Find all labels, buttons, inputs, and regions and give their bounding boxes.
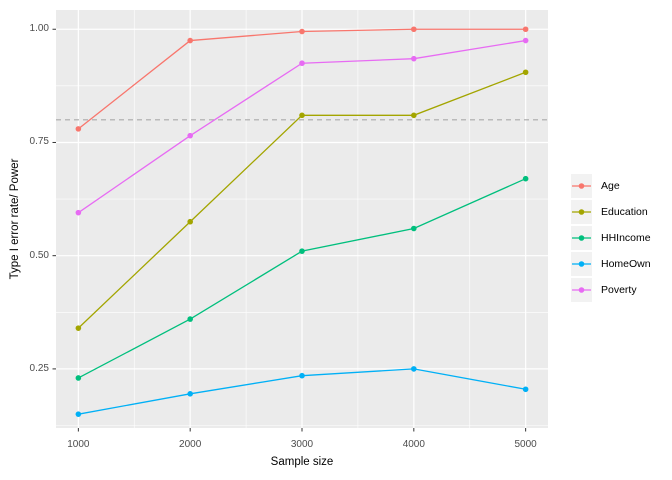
data-point-homeown — [411, 366, 417, 372]
data-point-age — [522, 26, 529, 33]
data-point-hhincome — [411, 225, 417, 232]
data-point-poverty — [522, 37, 529, 44]
x-tick-label-2000: 2000 — [179, 439, 202, 450]
data-point-homeown — [522, 386, 529, 393]
data-point-age — [75, 126, 82, 132]
legend-label: HHIncome — [601, 232, 651, 244]
y-tick-label-0.50: 0.50 — [29, 249, 49, 261]
data-point-hhincome — [75, 375, 82, 381]
legend: Age Education HHIncome HomeOwn Poverty — [571, 173, 651, 303]
legend-key-icon — [571, 174, 592, 198]
legend-item-education: Education — [571, 199, 651, 225]
legend-item-poverty: Poverty — [571, 277, 651, 303]
data-point-education — [187, 218, 193, 225]
data-point-homeown — [187, 391, 193, 397]
legend-item-hhincome: HHIncome — [571, 225, 651, 251]
data-point-age — [411, 26, 417, 33]
data-point-education — [299, 112, 305, 119]
data-point-age — [187, 37, 193, 44]
x-tick-label-5000: 5000 — [514, 439, 537, 450]
x-tick-label-4000: 4000 — [402, 439, 425, 450]
legend-key-icon — [571, 226, 592, 250]
legend-label: Poverty — [601, 284, 637, 296]
data-point-homeown — [299, 372, 305, 379]
data-point-hhincome — [187, 316, 193, 322]
legend-key-icon — [571, 252, 592, 276]
x-axis-title: Sample size — [270, 456, 334, 468]
legend-item-age: Age — [571, 173, 651, 199]
data-point-poverty — [75, 209, 82, 216]
y-axis-title: Type I error rate/ Power — [9, 158, 21, 280]
legend-item-homeown: HomeOwn — [571, 251, 651, 277]
y-tick-label-0.75: 0.75 — [29, 136, 49, 148]
legend-label: HomeOwn — [601, 258, 651, 270]
legend-key-icon — [571, 278, 592, 302]
legend-key-icon — [571, 200, 592, 224]
x-tick-label-3000: 3000 — [290, 439, 314, 450]
data-point-education — [522, 69, 529, 76]
data-point-hhincome — [299, 248, 305, 254]
y-tick-label-1.00: 1.00 — [29, 23, 49, 35]
data-point-education — [75, 325, 82, 331]
data-point-poverty — [187, 132, 193, 139]
legend-label: Education — [601, 206, 648, 218]
data-point-poverty — [299, 60, 305, 67]
y-tick-label-0.25: 0.25 — [29, 362, 49, 374]
legend-label: Age — [601, 180, 620, 192]
x-tick-label-1000: 1000 — [67, 439, 90, 450]
data-point-poverty — [411, 55, 417, 62]
data-point-age — [299, 28, 305, 35]
data-point-education — [411, 112, 417, 119]
data-point-hhincome — [522, 175, 529, 182]
data-point-homeown — [75, 411, 82, 417]
